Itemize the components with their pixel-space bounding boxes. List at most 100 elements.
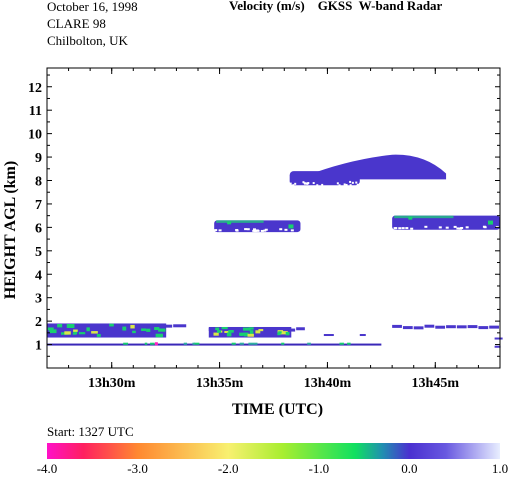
start-time-label: Start: 1327 UTC (47, 424, 134, 439)
cloud-cell (173, 324, 187, 328)
cloud-layer (208, 326, 305, 338)
cloud-cell (66, 324, 75, 328)
cloud-cell (122, 326, 127, 331)
cloud-gap (438, 226, 442, 229)
cloud-gap (409, 180, 412, 183)
cloud-cell (216, 330, 222, 333)
velocity-colorbar (47, 443, 500, 459)
cloud-gap (338, 184, 341, 187)
cloud-cell (339, 342, 344, 345)
cloud-cell (288, 224, 294, 229)
cloud-cell (305, 154, 447, 180)
cloud-gap (349, 184, 352, 187)
cloud-gap (290, 229, 294, 232)
cloud-cell (86, 327, 90, 332)
cloud-cell (347, 342, 351, 345)
cloud-gap (336, 182, 339, 185)
y-tick-label: 4 (35, 268, 42, 283)
cloud-gap (410, 227, 414, 230)
x-tick-label: 13h30m (88, 376, 136, 391)
cloud-cell (150, 342, 155, 345)
plot-frame (46, 67, 501, 369)
colorbar-tick-label: -3.0 (127, 461, 148, 476)
cloud-cell (296, 327, 305, 331)
cloud-cell (242, 327, 251, 331)
cloud-gap (279, 228, 283, 231)
cloud-layer (47, 342, 382, 346)
cloud-cell (248, 342, 255, 345)
cloud-gap (379, 183, 382, 186)
cloud-gap (264, 228, 268, 231)
cloud-gap (424, 225, 428, 228)
cloud-gap (345, 183, 348, 186)
cloud-layer (392, 324, 499, 330)
cloud-gap (316, 184, 319, 187)
cloud-layer (392, 215, 500, 230)
cloud-gap (351, 181, 354, 184)
cloud-cell (154, 342, 158, 346)
cloud-gap (401, 227, 405, 230)
meta-date: October 16, 1998 (47, 0, 138, 14)
cloud-cell (424, 324, 435, 328)
y-tick-label: 11 (29, 104, 42, 119)
cloud-gap (253, 230, 257, 233)
cloud-gap (343, 183, 346, 186)
cloud-cell (494, 337, 503, 340)
cloud-gap (398, 227, 402, 230)
cloud-cell (224, 330, 229, 334)
cloud-gap (246, 228, 250, 231)
y-tick-label: 7 (35, 198, 42, 213)
cloud-layer (47, 323, 187, 338)
cloud-layer (289, 154, 447, 187)
cloud-cell (446, 325, 456, 329)
cloud-gap (385, 182, 388, 185)
cloud-cell (194, 342, 200, 345)
cloud-gap (425, 182, 428, 185)
cloud-cell (285, 331, 290, 336)
cloud-gap (260, 229, 264, 232)
cloud-cell (392, 215, 500, 230)
cloud-cell (392, 324, 402, 328)
cloud-gap (312, 182, 315, 185)
cloud-cell (91, 331, 98, 334)
cloud-gap (294, 182, 297, 185)
cloud-cell (47, 327, 54, 331)
cloud-cell (96, 334, 101, 337)
cloud-gap (370, 181, 373, 184)
cloud-gap (235, 229, 239, 232)
cloud-cell (323, 334, 334, 337)
cloud-cell (258, 329, 264, 332)
chart-title: Velocity (m/s) GKSS W-band Radar (229, 0, 443, 13)
cloud-gap (218, 229, 222, 232)
cloud-cell (239, 333, 244, 336)
meta-site: Chilbolton, UK (47, 33, 128, 48)
cloud-gap (465, 226, 469, 229)
cloud-cell (109, 323, 114, 327)
y-tick-label: 9 (35, 151, 42, 166)
cloud-cell (247, 333, 254, 337)
cloud-gap (411, 183, 414, 186)
cloud-gap (361, 182, 364, 185)
x-tick-label: 13h35m (196, 376, 244, 391)
cloud-cell (78, 332, 86, 335)
y-tick-label: 6 (35, 221, 42, 236)
cloud-cell (146, 328, 151, 332)
cloud-gap (456, 227, 460, 230)
cloud-cell (215, 327, 220, 331)
cloud-gap (356, 183, 359, 186)
cloud-gap (460, 226, 464, 229)
cloud-gap (431, 183, 434, 186)
cloud-cell (467, 325, 478, 329)
cloud-cell (158, 328, 166, 332)
cloud-gap (321, 183, 324, 186)
cloud-cell (47, 343, 382, 346)
cloud-top-edge (394, 215, 454, 219)
cloud-gap (435, 181, 438, 184)
cloud-cell (488, 220, 493, 225)
cloud-gap (284, 228, 288, 231)
x-tick-label: 13h45m (412, 376, 460, 391)
cloud-cell (239, 342, 244, 345)
cloud-gap (411, 181, 414, 184)
cloud-gap (362, 181, 365, 184)
